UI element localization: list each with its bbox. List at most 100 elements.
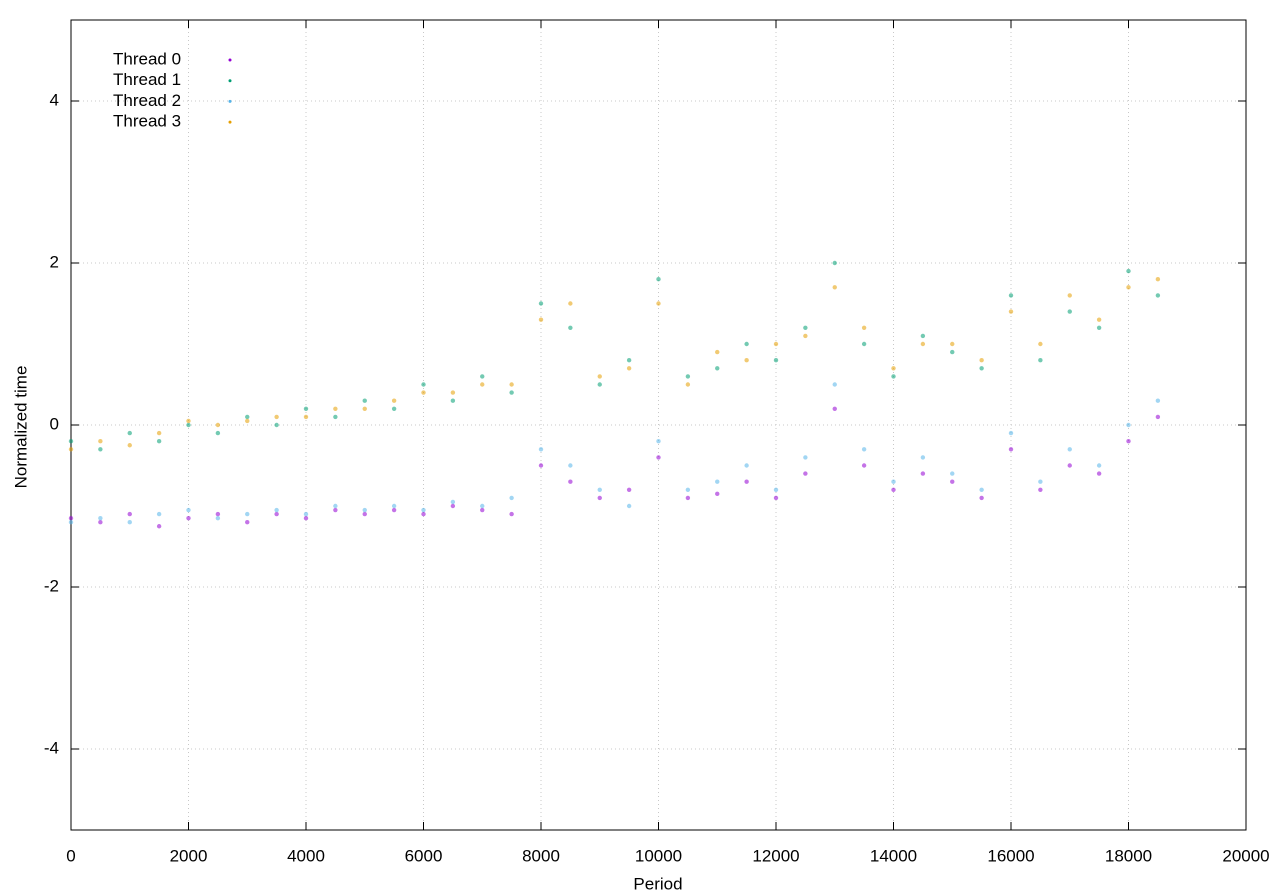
data-point [127,520,132,525]
data-point [685,374,691,379]
x-tick-label: 6000 [405,846,443,865]
data-point [715,491,720,497]
data-point [891,366,896,371]
data-point [1096,471,1102,476]
data-point [538,301,544,306]
data-point [362,511,367,517]
y-tick-label: 4 [50,90,59,109]
data-point [1126,268,1131,274]
data-point [362,398,367,403]
data-point [1008,309,1014,314]
data-point [979,358,984,363]
data-point [215,422,221,428]
x-tick-label: 10000 [635,846,682,865]
legend-label: Thread 2 [113,91,181,110]
data-point [1008,430,1014,436]
data-point [186,422,191,428]
data-point [333,414,338,420]
data-point [626,487,632,492]
data-point [950,479,955,484]
data-point [920,455,926,460]
data-point [832,260,837,266]
legend-label: Thread 3 [113,112,181,131]
data-point [1038,341,1043,347]
data-point [656,277,661,282]
data-point [891,479,896,484]
data-point [715,366,720,371]
data-point [1067,447,1072,452]
legend-label: Thread 0 [113,49,181,68]
data-point [773,341,779,347]
data-point [597,495,602,501]
data-point [450,499,456,505]
x-tick-label: 8000 [522,846,560,865]
data-point [245,418,250,424]
data-point [568,325,573,330]
data-point [626,366,632,371]
y-axis-label: Normalized time [11,366,30,489]
data-point [773,495,779,501]
data-point [186,515,191,521]
x-tick-label: 16000 [987,846,1034,865]
data-point [127,443,132,448]
data-point [744,358,749,363]
data-point [215,511,221,517]
x-tick-label: 14000 [870,846,917,865]
data-point [509,382,514,387]
data-point [1067,293,1072,298]
legend-marker [228,99,232,103]
data-point [274,507,279,513]
x-tick-label: 4000 [287,846,325,865]
data-point [656,301,661,306]
x-tick-label: 0 [66,846,75,865]
data-point [127,511,132,517]
data-point [303,511,309,517]
data-point [1126,285,1131,290]
legend-marker [228,120,232,124]
data-point [391,503,397,509]
data-point [274,422,279,428]
data-point [1126,422,1131,428]
data-point [773,358,779,363]
data-point [303,406,309,411]
data-point [744,463,749,468]
data-point [274,414,279,420]
data-point [1155,277,1161,282]
data-point [245,520,250,525]
data-point [303,515,309,521]
data-point [1038,487,1043,492]
y-tick-label: 2 [50,252,59,271]
data-point [480,382,485,387]
data-point [450,503,456,509]
legend-label: Thread 1 [113,70,181,89]
data-point [245,414,250,420]
data-point [626,503,632,509]
x-tick-label: 2000 [170,846,208,865]
data-point [891,374,896,379]
data-point [98,515,103,521]
data-point [245,511,250,517]
data-point [803,325,808,330]
data-point [98,520,103,525]
data-point [861,447,867,452]
data-point [391,406,397,411]
plot-frame [70,19,1247,831]
data-point [333,507,338,513]
data-point [861,463,867,468]
data-point [1096,463,1102,468]
data-point [715,479,720,484]
y-tick-label: 0 [50,414,59,433]
data-point [509,390,514,395]
data-point [1008,447,1014,452]
data-point [832,406,837,411]
data-point [480,503,485,509]
data-point [215,515,221,521]
data-point [920,341,926,347]
legend-marker [228,79,232,83]
data-point [979,366,984,371]
data-point [68,520,74,525]
data-point [656,455,661,460]
data-point [920,333,926,339]
data-point [832,382,837,387]
